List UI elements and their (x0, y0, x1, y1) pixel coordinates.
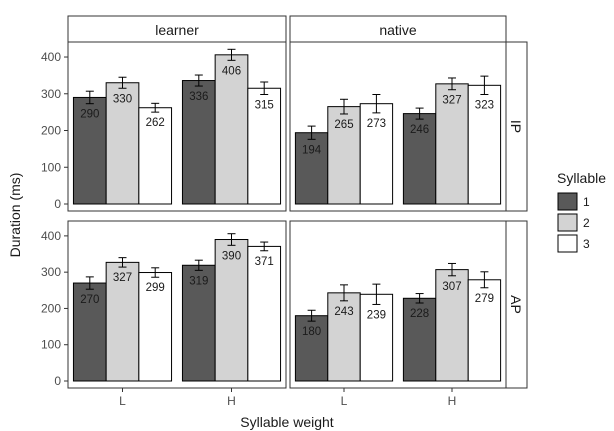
bar-value-label: 262 (146, 117, 165, 129)
bar (467, 279, 502, 382)
bar (247, 87, 282, 205)
y-tick-label: 200 (41, 124, 61, 138)
bar (181, 264, 216, 382)
bar-value-label: 319 (189, 275, 208, 287)
bar (105, 261, 140, 382)
panel-learner-IP: 290 330 262 336 406 315 (67, 41, 287, 212)
facet-label-IP: IP (508, 120, 524, 133)
bar-value-label: 273 (367, 118, 386, 130)
bar-value-label: 390 (222, 250, 241, 262)
bar-value-label: 336 (189, 91, 208, 103)
y-tick-label: 0 (54, 374, 61, 388)
bar-value-label: 194 (302, 144, 322, 156)
bar (294, 132, 329, 205)
x-tick-label: L (341, 394, 348, 408)
x-tick-label: L (119, 394, 126, 408)
facet-label-native: native (379, 22, 417, 38)
facet-label-learner: learner (155, 22, 199, 38)
bar (359, 293, 394, 382)
bar-value-label: 327 (113, 272, 132, 284)
bar (138, 107, 173, 205)
bar (435, 83, 469, 205)
x-tick-label: H (448, 394, 457, 408)
legend-swatch-2 (557, 213, 578, 232)
y-tick-label: 0 (54, 197, 61, 211)
x-axis-title: Syllable weight (240, 414, 333, 430)
bar-value-label: 330 (113, 93, 132, 105)
bar-value-label: 307 (442, 281, 461, 293)
bar-value-label: 279 (475, 293, 494, 305)
y-tick-label: 300 (41, 87, 61, 101)
bar (105, 82, 140, 205)
bar-value-label: 299 (146, 282, 165, 294)
bar-value-label: 265 (334, 119, 353, 131)
legend-swatch-1 (557, 192, 578, 211)
bar-value-label: 327 (442, 95, 461, 107)
legend-label-1: 1 (583, 195, 590, 209)
bar-value-label: 228 (410, 308, 429, 320)
bar-value-label: 239 (367, 309, 386, 321)
panel-learner-AP: 270 327 299 319 390 371 (67, 220, 287, 389)
bar (359, 103, 394, 205)
legend-swatch-3 (557, 234, 578, 253)
facet-strip-native (289, 15, 507, 43)
facet-label-AP: AP (508, 295, 524, 314)
bar-value-label: 406 (222, 65, 241, 77)
bar (181, 80, 216, 205)
legend-label-3: 3 (583, 237, 590, 251)
y-tick-label: 400 (41, 50, 61, 64)
bar (327, 106, 361, 205)
bar (327, 292, 361, 382)
legend-label-2: 2 (583, 216, 590, 230)
bar-value-label: 371 (255, 256, 274, 268)
bar (214, 54, 249, 205)
legend: Syllable 1 2 3 (557, 170, 606, 253)
y-tick-label: 100 (41, 338, 61, 352)
facet-strip-learner (67, 15, 287, 43)
y-axis-title: Duration (ms) (7, 173, 23, 258)
bar-value-label: 270 (80, 294, 99, 306)
x-tick-label: H (227, 394, 236, 408)
bar (467, 84, 502, 205)
y-tick-label: 100 (41, 160, 61, 174)
bar-value-label: 315 (255, 100, 274, 112)
bar (138, 272, 173, 382)
bar (247, 245, 282, 382)
y-tick-label: 300 (41, 265, 61, 279)
bar-value-label: 243 (334, 306, 353, 318)
bar-value-label: 246 (410, 124, 429, 136)
y-tick-label: 400 (41, 229, 61, 243)
panel-native-IP: 194 265 273 246 327 323 (289, 41, 507, 212)
bar-value-label: 290 (80, 109, 99, 121)
y-tick-label: 200 (41, 301, 61, 315)
bar-value-label: 323 (475, 100, 494, 112)
legend-title: Syllable (557, 170, 606, 186)
bar-value-label: 180 (302, 326, 321, 338)
panel-native-AP: 180 243 239 228 307 279 (289, 220, 507, 389)
